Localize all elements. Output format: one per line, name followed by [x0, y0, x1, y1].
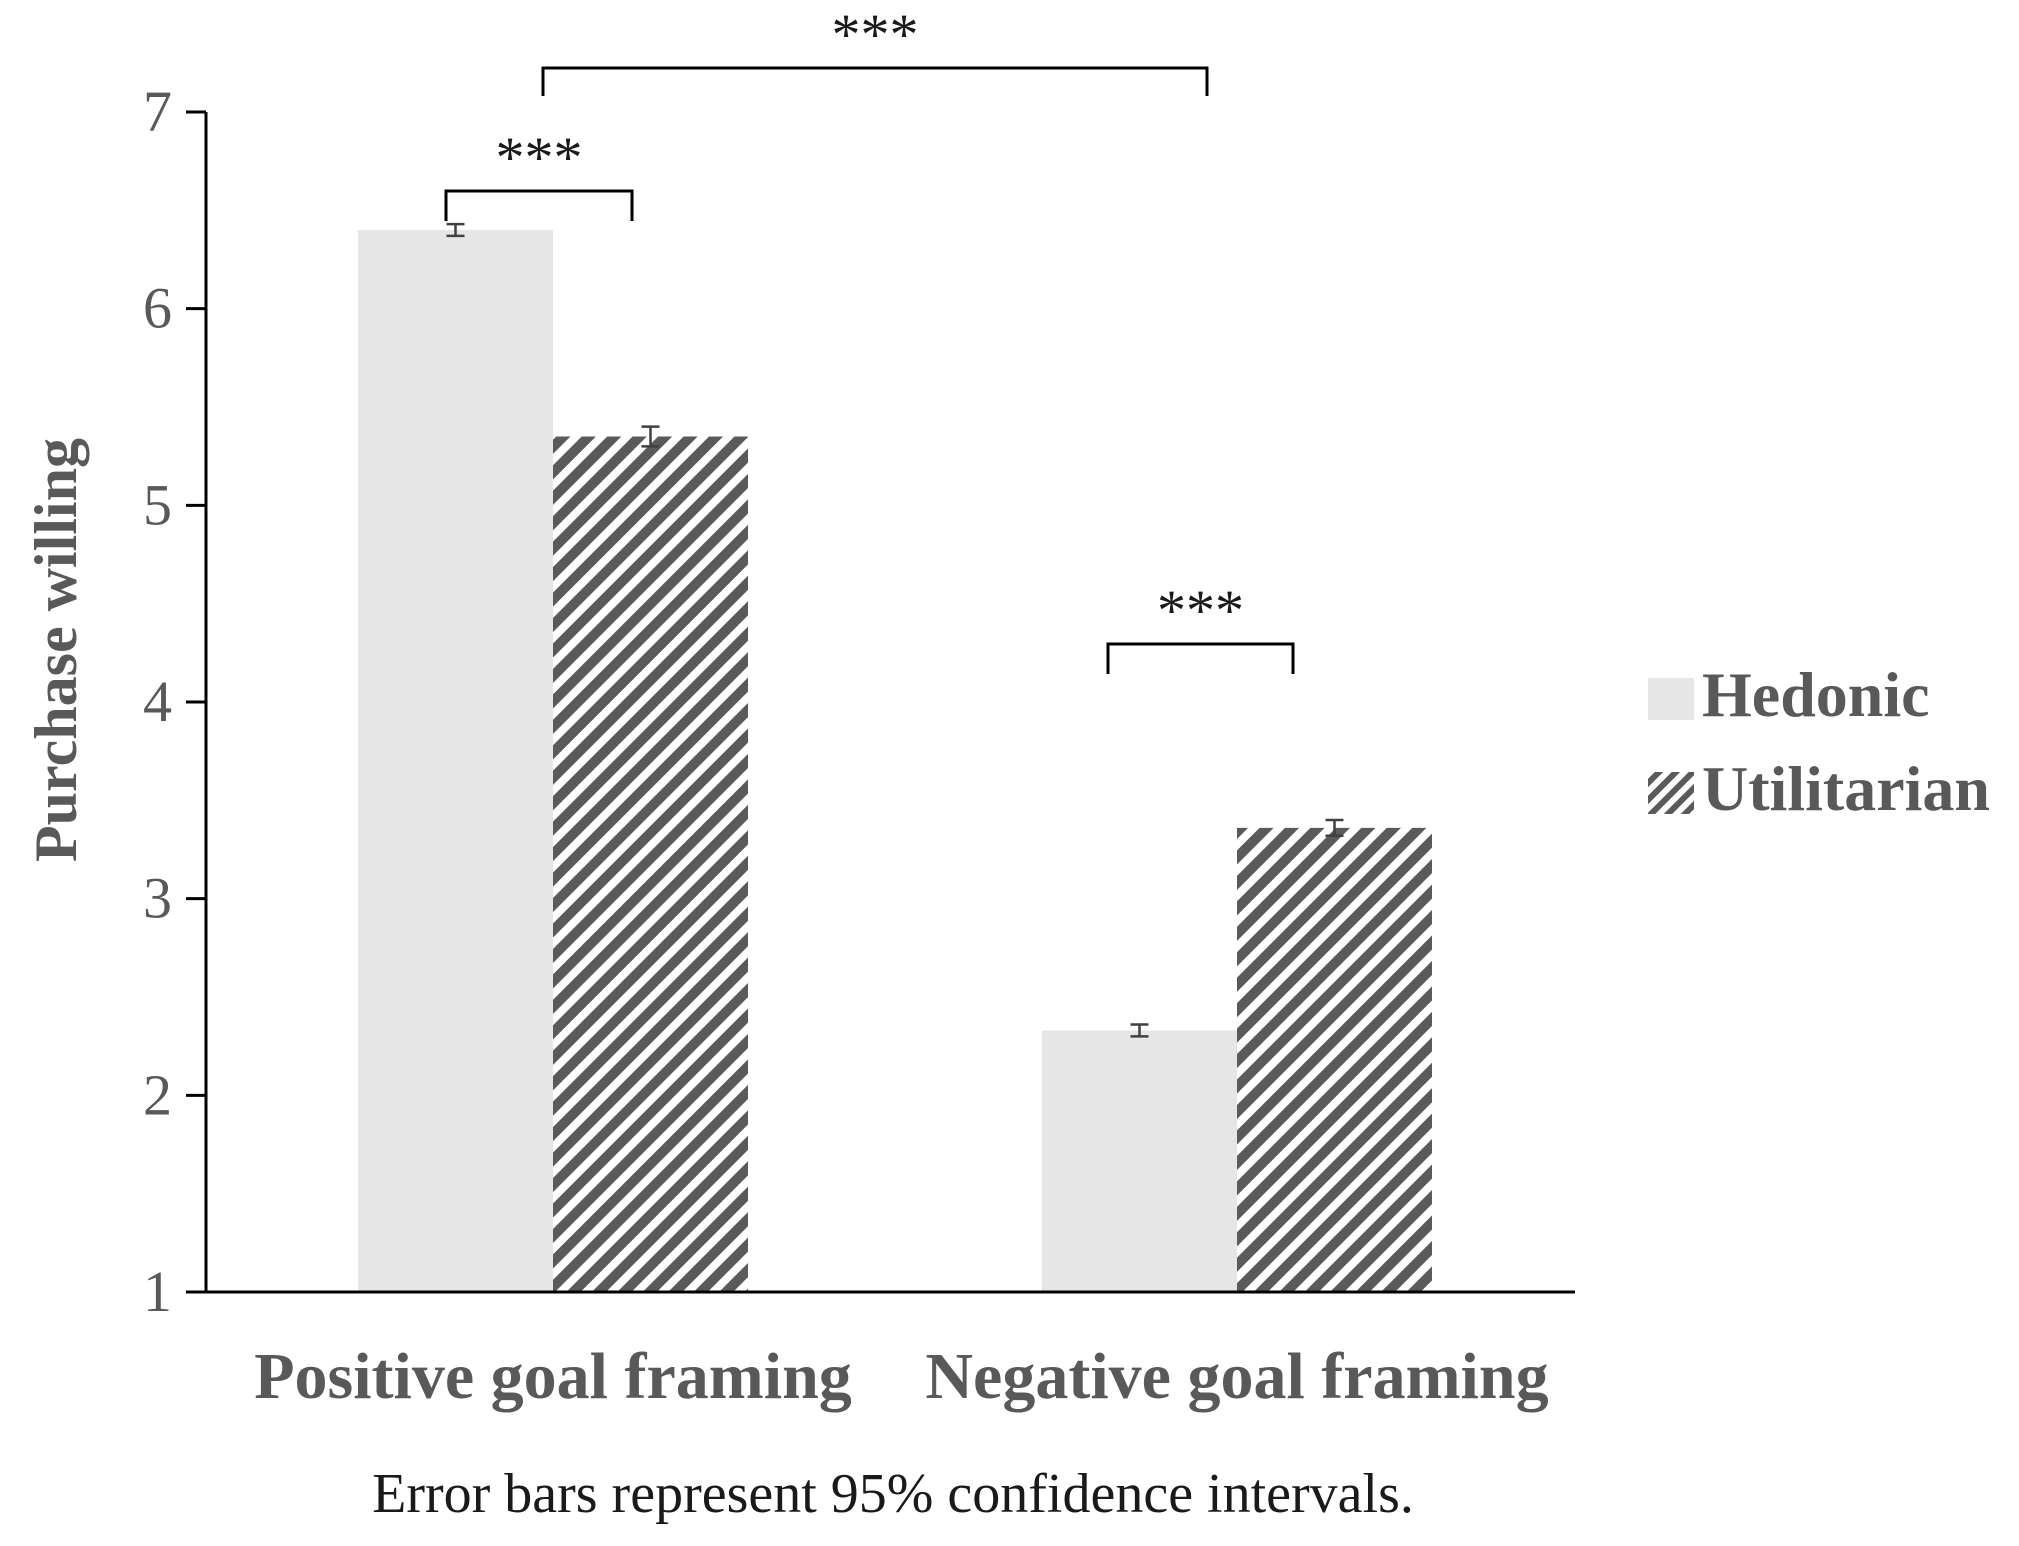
category-label-negative-goal-framing: Negative goal framing: [925, 1340, 1548, 1413]
significance-bracket-negative-label: ***: [1157, 578, 1244, 643]
y-axis-label: Purchase willing: [23, 438, 89, 862]
legend-label-utilitarian: Utilitarian: [1702, 753, 1990, 824]
legend: Hedonic Utilitarian: [1648, 659, 1990, 824]
bars-layer: [358, 230, 1432, 1292]
y-tick-label-5: 5: [143, 472, 172, 537]
legend-swatch-utilitarian: [1648, 772, 1694, 814]
significance-bracket-negative: ***: [1106, 578, 1295, 674]
legend-swatch-hedonic: [1648, 678, 1694, 720]
significance-bracket-positive-label: ***: [496, 125, 583, 190]
error-bar-negative-goal-framing-hedonic: [1130, 1023, 1149, 1038]
legend-label-hedonic: Hedonic: [1702, 659, 1930, 730]
error-bar-positive-goal-framing-hedonic: [446, 222, 465, 238]
significance-brackets: *** *** ***: [444, 2, 1295, 674]
category-label-positive-goal-framing: Positive goal framing: [254, 1340, 852, 1413]
y-tick-label-3: 3: [143, 866, 172, 931]
error-bars-layer: [446, 222, 1344, 1038]
y-ticks: 1 2 3 4 5 6 7: [143, 79, 206, 1324]
bar-positive-goal-framing-utilitarian: [553, 436, 748, 1292]
significance-bracket-positive: ***: [444, 125, 634, 221]
bar-positive-goal-framing-hedonic: [358, 230, 553, 1292]
y-tick-label-1: 1: [143, 1259, 172, 1324]
error-bar-negative-goal-framing-utilitarian: [1325, 818, 1344, 837]
significance-bracket-between-groups: ***: [541, 2, 1209, 96]
chart-caption: Error bars represent 95% confidence inte…: [372, 1463, 1414, 1525]
error-bar-positive-goal-framing-utilitarian: [641, 425, 660, 448]
y-tick-label-4: 4: [143, 669, 172, 734]
bar-negative-goal-framing-hedonic: [1042, 1030, 1237, 1292]
significance-bracket-between-groups-label: ***: [832, 2, 919, 67]
y-tick-label-2: 2: [143, 1062, 172, 1127]
y-tick-label-6: 6: [143, 276, 172, 341]
y-tick-label-7: 7: [143, 79, 172, 144]
bar-negative-goal-framing-utilitarian: [1237, 827, 1432, 1292]
